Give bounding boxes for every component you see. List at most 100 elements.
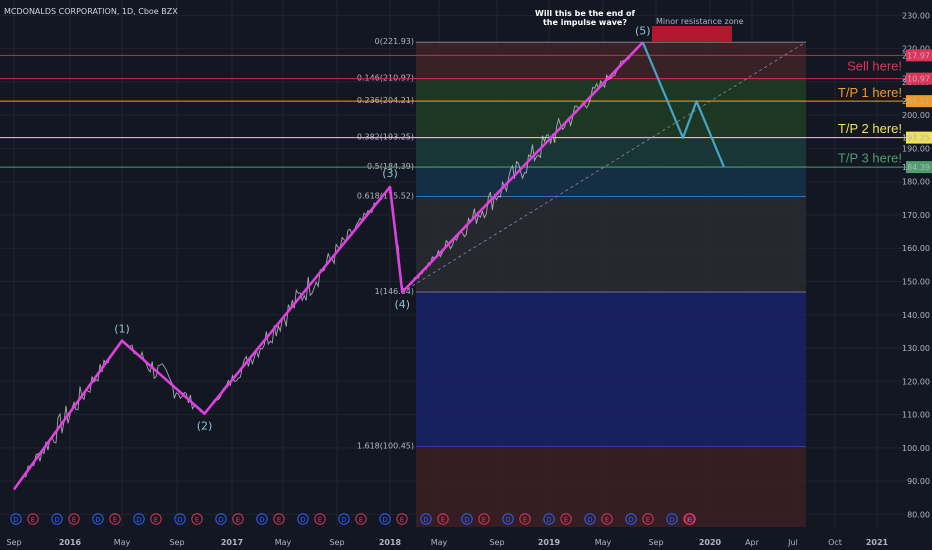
x-tick-label: May [275,538,292,547]
y-tick-label: 180.00 [902,178,930,187]
event-marker [174,513,186,525]
wave-label: (3) [382,167,398,180]
y-tick-label: 170.00 [902,211,930,220]
event-marker [437,513,449,525]
price-badge-label: 193.25 [902,134,930,143]
fib-zone [416,101,806,138]
event-marker [601,513,613,525]
event-marker-letter: E [688,516,692,524]
event-marker [625,513,637,525]
target-label: Sell here! [847,59,902,74]
x-tick-label: 2018 [379,538,402,547]
event-marker-letter: D [95,516,100,524]
x-tick-label: Sep [329,538,344,547]
event-marker-letter: E [523,516,527,524]
event-marker-letter: D [136,516,141,524]
y-tick-label: 200.00 [902,111,930,120]
event-marker [314,513,326,525]
event-marker [519,513,531,525]
fib-level-label: 1(146.84) [375,287,414,296]
x-tick-label: Jul [787,538,798,547]
impulse-wave-line [12,41,644,491]
fib-zone [416,137,806,168]
wave-labels: (1) (2) (3) (4) (5)Will this be the end ofth… [114,9,902,433]
event-marker-letter: E [605,516,609,524]
event-marker [502,513,514,525]
price-badge [906,131,932,144]
event-marker [256,513,268,525]
y-tick-label: 150.00 [902,278,930,287]
y-axis: 80.00 90.00 100.00 110.00 120.00 130.00 140.00… [902,0,932,550]
event-marker-letter: E [31,516,35,524]
event-marker-letter: E [154,516,158,524]
fib-retracement: 0(221.93)0.146(210.97)0.236(204.21)0.382… [0,17,906,527]
price-badge [906,95,932,108]
fib-zone [416,196,806,293]
event-marker-letter: D [464,516,469,524]
event-marker [109,513,121,525]
x-tick-label: Sep [648,538,663,547]
event-marker [560,513,572,525]
event-marker [338,513,350,525]
y-tick-label: 120.00 [902,377,930,386]
y-tick-label: 90.00 [907,477,930,486]
target-label: T/P 1 here! [838,85,902,100]
x-tick-label: 2017 [221,538,243,547]
event-marker-letter: D [423,516,428,524]
event-marker [543,513,555,525]
fib-zone [416,446,806,527]
event-marker [10,513,22,525]
x-tick-label: May [114,538,131,547]
fib-level-label: 0(221.93) [375,37,414,46]
event-marker-letter: E [72,516,76,524]
event-marker-letter: D [54,516,59,524]
event-marker [133,513,145,525]
event-marker [461,513,473,525]
event-marker [27,513,39,525]
event-marker [215,513,227,525]
event-marker-letter: E [646,516,650,524]
annotation-text: Will this be the end of [535,9,635,18]
trend-dashed-line [402,41,807,293]
x-tick-label: May [595,538,612,547]
event-marker [68,513,80,525]
event-marker [51,513,63,525]
wave-lines [12,41,726,491]
price-badge-label: 210.97 [902,75,930,84]
x-axis: Sep 2016 May Sep 2017 May Sep 2018 May Sep 2019 May… [6,538,888,547]
y-tick-label: 220.00 [902,45,930,54]
price-badge [906,49,932,62]
target-label: T/P 2 here! [838,121,902,136]
price-badge-label: 204.21 [902,97,930,106]
projection-line [641,41,726,168]
event-marker [584,513,596,525]
event-marker [666,513,678,525]
event-marker-letter: E [564,516,568,524]
y-tick-label: 110.00 [902,411,930,420]
x-tick-label: 2016 [59,538,82,547]
event-marker [273,513,285,525]
y-tick-label: 80.00 [907,510,930,519]
event-marker-letter: E [441,516,445,524]
fib-level-label: 0.618(175.52) [357,192,414,201]
x-tick-label: 2020 [699,538,722,547]
wave-label: (4) [394,298,410,311]
wave-label: (1) [114,323,130,336]
y-tick-label: 230.00 [902,11,930,20]
wave-label: (5) [635,24,651,37]
price-badge [906,161,932,174]
event-marker [355,513,367,525]
x-tick-label: 2019 [538,538,561,547]
resistance-zone [652,26,732,42]
annotation-text: the impulse wave? [543,18,627,27]
event-marker-letter: E [236,516,240,524]
event-marker-letter: E [359,516,363,524]
x-tick-label: Oct [828,538,842,547]
y-tick-label: 190.00 [902,144,930,153]
x-tick-label: Apr [745,538,760,547]
chart-title: MCDONALDS CORPORATION, 1D, Cboe BZX [4,7,178,16]
fib-zone [416,292,806,447]
event-marker-letter: E [277,516,281,524]
